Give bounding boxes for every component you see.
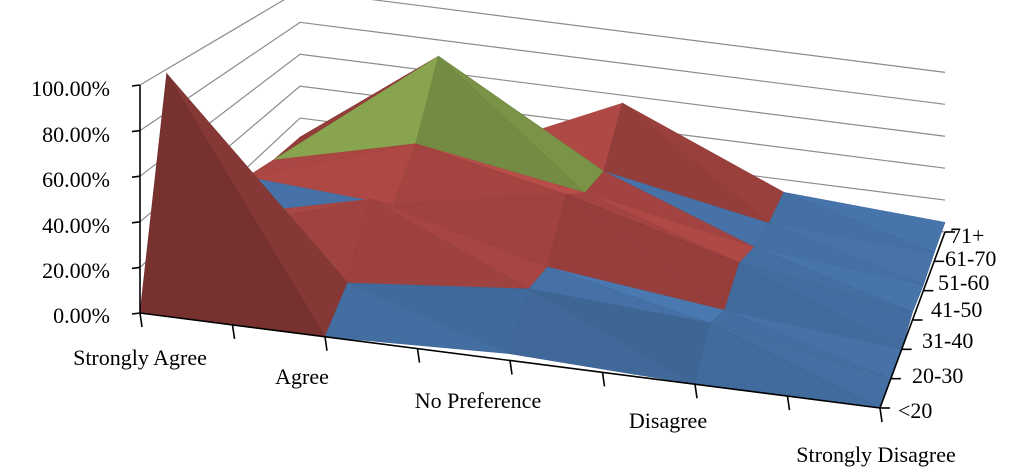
z-tick-61-70: 61-70 [945,246,996,271]
y-tick-5: 100.00% [31,76,110,101]
x-tick-mark-0 [139,312,143,328]
z-tick-under-20: <20 [898,398,932,423]
y-tick-3: 60.00% [42,167,110,192]
y-tick-mark-3 [131,175,141,178]
x-tick-strongly-agree: Strongly Agree [73,345,207,370]
y-tick-mark-4 [131,129,141,133]
z-tick-71-plus: 71+ [950,223,984,248]
x-tick-disagree: Disagree [629,408,707,433]
gridline-4 [139,21,946,132]
surface-facet [509,288,696,385]
y-tick-mark-1 [131,266,141,270]
x-tick-mark-1 [231,324,236,339]
x-tick-agree: Agree [275,364,329,389]
x-tick-no-preference: No Preference [415,388,541,413]
z-tick-31-40: 31-40 [922,328,973,353]
y-tick-mark-2 [131,221,141,224]
y-tick-0: 0.00% [53,303,110,328]
z-tick-41-50: 41-50 [931,297,982,322]
x-tick-mark-7 [786,396,791,411]
x-tick-strongly-disagree: Strongly Disagree [796,442,955,467]
surface-plot [139,55,946,409]
z-tick-20-30: 20-30 [912,363,963,388]
y-tick-1: 20.00% [42,258,110,283]
x-tick-mark-4 [509,360,513,375]
axes [131,84,955,423]
y-tick-mark-5 [131,84,141,87]
x-tick-mark-5 [601,372,606,387]
y-tick-2: 40.00% [42,213,110,238]
surface-facet [324,282,511,354]
gridline-5 [139,0,946,86]
x-tick-mark-8 [879,407,883,423]
x-tick-mark-3 [416,348,421,363]
x-tick-mark-6 [694,384,698,399]
y-tick-mark-0 [131,312,141,315]
x-tick-mark-2 [324,336,328,351]
y-tick-4: 80.00% [42,122,110,147]
z-tick-51-60: 51-60 [938,270,989,295]
